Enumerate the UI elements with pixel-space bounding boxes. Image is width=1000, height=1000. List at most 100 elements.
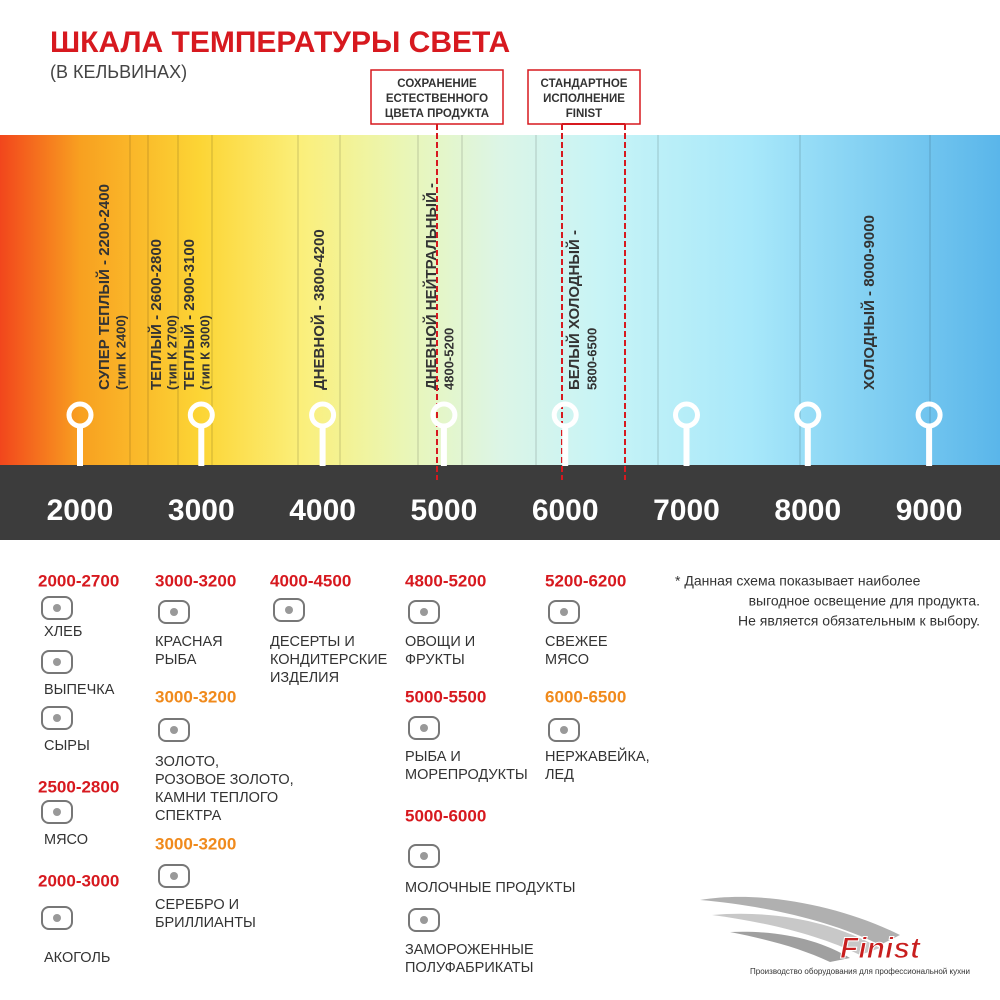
item-icon-detail: [53, 808, 61, 816]
band-label: ДНЕВНОЙ НЕЙТРАЛЬНЫЙ -: [422, 183, 440, 390]
item-label: ИЗДЕЛИЯ: [270, 670, 339, 686]
item-label: ЗОЛОТО,: [155, 754, 219, 770]
item-icon-detail: [285, 606, 293, 614]
band-label: 5800-6500: [584, 328, 599, 390]
item-icon-detail: [420, 852, 428, 860]
callout-text: ИСПОЛНЕНИЕ: [543, 93, 625, 105]
range-label: 4800-5200: [405, 571, 486, 590]
band-label: ХОЛОДНЫЙ - 8000-9000: [860, 215, 878, 390]
scale-label: 7000: [653, 494, 720, 527]
item-label: ДЕСЕРТЫ И: [270, 634, 355, 650]
item-icon-detail: [53, 604, 61, 612]
logo: Finist Производство оборудования для про…: [700, 896, 970, 976]
band-label: ДНЕВНОЙ - 3800-4200: [310, 229, 328, 390]
scale-label: 9000: [896, 494, 963, 527]
item-icon-detail: [170, 872, 178, 880]
item-icon-detail: [53, 658, 61, 666]
scale-label: 6000: [532, 494, 599, 527]
item-label: МЯСО: [545, 652, 589, 668]
item-icon-detail: [170, 726, 178, 734]
scale-label: 3000: [168, 494, 235, 527]
callout-text: ЦВЕТА ПРОДУКТА: [385, 108, 489, 120]
tick-ring: [794, 401, 822, 429]
tick-ring: [309, 401, 337, 429]
item-label: КОНДИТЕРСКИЕ: [270, 652, 388, 668]
item-label: СВЕЖЕЕ: [545, 634, 608, 650]
callout-text: ЕСТЕСТВЕННОГО: [386, 93, 488, 105]
scale-label: 5000: [411, 494, 478, 527]
callout-box: [370, 69, 504, 125]
range-label: 6000-6500: [545, 687, 626, 706]
item-label: БРИЛЛИАНТЫ: [155, 915, 256, 931]
spectrum: [0, 135, 1000, 465]
item-icon-detail: [53, 914, 61, 922]
item-label: КРАСНАЯ: [155, 634, 223, 650]
subtitle: (В КЕЛЬВИНАХ): [50, 62, 187, 82]
range-label: 3000-3200: [155, 571, 236, 590]
tick-ring: [430, 401, 458, 429]
scale-label: 2000: [47, 494, 114, 527]
item-label: СЫРЫ: [44, 738, 90, 754]
note: Не является обязательным к выбору.: [738, 613, 980, 629]
range-label: 2500-2800: [38, 777, 119, 796]
item-icon-detail: [560, 608, 568, 616]
item-label: ЗАМОРОЖЕННЫЕ: [405, 942, 534, 958]
item-label: РЫБА: [155, 652, 197, 668]
title: ШКАЛА ТЕМПЕРАТУРЫ СВЕТА: [50, 26, 510, 59]
item-label: КАМНИ ТЕПЛОГО: [155, 790, 278, 806]
logo-tagline: Производство оборудования для профессион…: [750, 967, 970, 976]
range-label: 4000-4500: [270, 571, 351, 590]
item-label: ВЫПЕЧКА: [44, 682, 115, 698]
range-label: 5000-6000: [405, 806, 486, 825]
note: выгодное освещение для продукта.: [749, 593, 980, 609]
band-label: (тип К 2400): [113, 315, 128, 390]
note: * Данная схема показывает наиболее: [675, 573, 921, 589]
item-icon-detail: [420, 724, 428, 732]
item-label: ПОЛУФАБРИКАТЫ: [405, 960, 533, 976]
item-label: МОЛОЧНЫЕ ПРОДУКТЫ: [405, 880, 575, 896]
item-label: НЕРЖАВЕЙКА,: [545, 747, 650, 765]
range-label: 2000-2700: [38, 571, 119, 590]
tick-ring: [551, 401, 579, 429]
band-label: ТЕПЛЫЙ - 2900-3100: [180, 239, 198, 390]
band-label: ТЕПЛЫЙ - 2600-2800: [147, 239, 165, 390]
item-label: РОЗОВОЕ ЗОЛОТО,: [155, 772, 294, 788]
tick-ring: [66, 401, 94, 429]
scale-bar: [0, 465, 1000, 540]
band-label: (тип К 2700): [164, 315, 179, 390]
range-label: 5000-5500: [405, 687, 486, 706]
band-label: БЕЛЫЙ ХОЛОДНЫЙ -: [565, 230, 583, 390]
range-label: 3000-3200: [155, 687, 236, 706]
item-label: СПЕКТРА: [155, 808, 222, 824]
item-label: ЛЕД: [545, 767, 574, 783]
item-label: МЯСО: [44, 832, 88, 848]
callout-text: СТАНДАРТНОЕ: [541, 78, 628, 90]
item-icon-detail: [170, 608, 178, 616]
callout-box: [527, 69, 641, 125]
item-label: МОРЕПРОДУКТЫ: [405, 767, 528, 783]
item-icon-detail: [420, 916, 428, 924]
item-label: АКОГОЛЬ: [44, 950, 110, 966]
scale-label: 8000: [774, 494, 841, 527]
logo-name: Finist: [840, 932, 922, 965]
range-label: 2000-3000: [38, 871, 119, 890]
item-icon-detail: [420, 608, 428, 616]
item-icon-detail: [53, 714, 61, 722]
range-label: 5200-6200: [545, 571, 626, 590]
item-icon-detail: [560, 726, 568, 734]
tick-ring: [187, 401, 215, 429]
item-label: ФРУКТЫ: [405, 652, 465, 668]
tick-ring: [915, 401, 943, 429]
callout-text: СОХРАНЕНИЕ: [397, 78, 477, 90]
band-label: СУПЕР ТЕПЛЫЙ - 2200-2400: [95, 184, 113, 390]
range-label: 3000-3200: [155, 834, 236, 853]
item-label: СЕРЕБРО И: [155, 897, 239, 913]
item-label: РЫБА И: [405, 749, 461, 765]
tick-ring: [673, 401, 700, 429]
band-label: (тип К 3000): [197, 315, 212, 390]
callout-text: FINIST: [566, 108, 602, 120]
band-label: 4800-5200: [441, 328, 456, 390]
item-label: ОВОЩИ И: [405, 634, 475, 650]
scale-label: 4000: [289, 494, 356, 527]
